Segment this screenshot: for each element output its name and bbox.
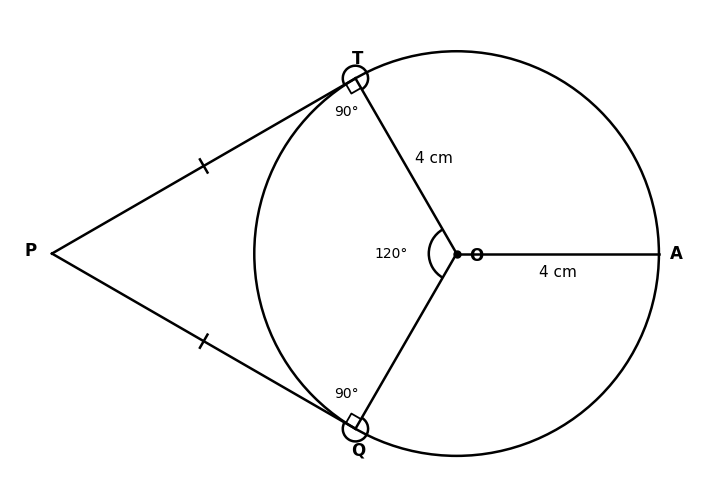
Text: O: O (469, 247, 483, 265)
Text: A: A (671, 245, 683, 262)
Text: 4 cm: 4 cm (415, 151, 453, 166)
Text: 120°: 120° (374, 247, 407, 260)
Text: 4 cm: 4 cm (539, 265, 577, 280)
Text: P: P (25, 242, 37, 260)
Text: 90°: 90° (334, 387, 358, 401)
Text: 90°: 90° (335, 104, 359, 119)
Text: T: T (353, 50, 363, 68)
Text: Q: Q (351, 441, 365, 459)
